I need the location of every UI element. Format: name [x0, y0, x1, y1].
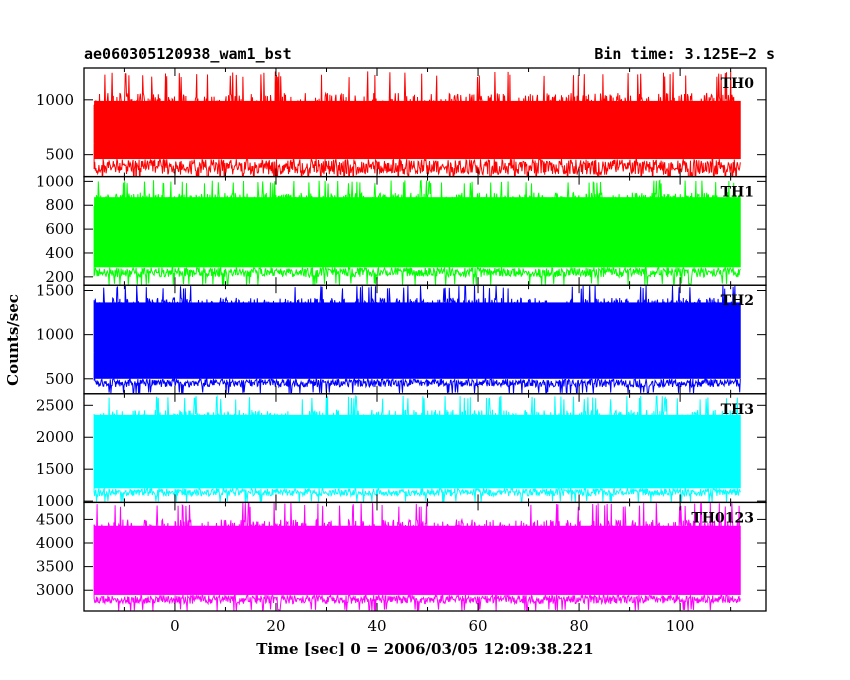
panel-th0123: TH0123 3000 3500 4000 4500	[36, 501, 767, 612]
series-lower-th3	[93, 456, 741, 503]
panel-frame-th0123	[83, 501, 767, 612]
panel-th2: TH2 500 1000 1500	[36, 281, 767, 395]
panel-label-th3: TH3	[721, 402, 754, 418]
y-tick-label-th2: 500	[45, 370, 74, 388]
y-tick-label-th3: 1500	[36, 460, 74, 478]
x-tick-label: 40	[367, 617, 386, 635]
series-th3	[93, 394, 741, 503]
x-axis-ticks: 0 20 40 60 80 100	[170, 617, 694, 635]
y-tick-label-th2: 1500	[36, 281, 74, 299]
y-tick-label-th1: 600	[45, 220, 74, 238]
panel-th1: TH1 200 400 600 800 1000	[36, 172, 767, 286]
series-fill-th0123	[94, 525, 741, 595]
x-tick-label: 80	[570, 617, 589, 635]
series-th0	[93, 71, 741, 177]
y-tick-label-th1: 800	[45, 196, 74, 214]
x-axis-label: Time [sec] 0 = 2006/03/05 12:09:38.221	[256, 640, 593, 658]
y-tick-label-th0123: 3000	[36, 581, 74, 599]
chart-title-right: Bin time: 3.125E−2 s	[594, 45, 775, 63]
panel-label-th1: TH1	[721, 185, 754, 201]
series-lower-th1	[93, 239, 741, 286]
panel-label-th0: TH0	[721, 76, 755, 92]
y-axis-label: Counts/sec	[4, 294, 22, 386]
y-tick-label-th3: 2500	[36, 396, 74, 414]
y-tick-label-th0: 500	[45, 146, 74, 164]
y-tick-label-th0123: 4000	[36, 534, 74, 552]
series-fill-th3	[94, 414, 741, 489]
series-fill-th1	[94, 197, 741, 268]
y-tick-label-th3: 2000	[36, 428, 74, 446]
chart-title-left: ae060305120938_wam1_bst	[84, 45, 292, 63]
y-tick-label-th2: 1000	[36, 326, 74, 344]
y-tick-label-th0: 1000	[36, 91, 74, 109]
series-lower-th0	[93, 143, 741, 177]
panel-label-th0123: TH0123	[691, 510, 754, 526]
y-tick-label-th1: 1000	[36, 172, 74, 190]
series-fill-th0	[94, 100, 741, 160]
panel-th3: TH3 1000 1500 2000 2500	[36, 393, 767, 510]
y-tick-label-th1: 400	[45, 244, 74, 262]
x-tick-label: 100	[666, 617, 695, 635]
y-tick-label-th1: 200	[45, 268, 74, 286]
series-lower-th2	[93, 352, 741, 394]
series-lower-th0123	[93, 566, 741, 611]
series-th0123	[93, 502, 741, 611]
panel-label-th2: TH2	[721, 293, 754, 309]
y-tick-label-th0123: 3500	[36, 558, 74, 576]
x-tick-label: 0	[170, 617, 180, 635]
y-tick-label-th3: 1000	[36, 492, 74, 510]
series-fill-th2	[94, 302, 741, 379]
y-tick-label-th0123: 4500	[36, 510, 74, 528]
x-tick-label: 60	[468, 617, 487, 635]
series-th1	[93, 179, 741, 286]
x-tick-label: 20	[266, 617, 285, 635]
series-th2	[93, 285, 741, 394]
panel-stack: TH0 500 1000 TH1 200 400 600 800 1000 TH2 500 1000 1…	[36, 67, 767, 612]
panel-th0: TH0 500 1000	[36, 67, 767, 178]
